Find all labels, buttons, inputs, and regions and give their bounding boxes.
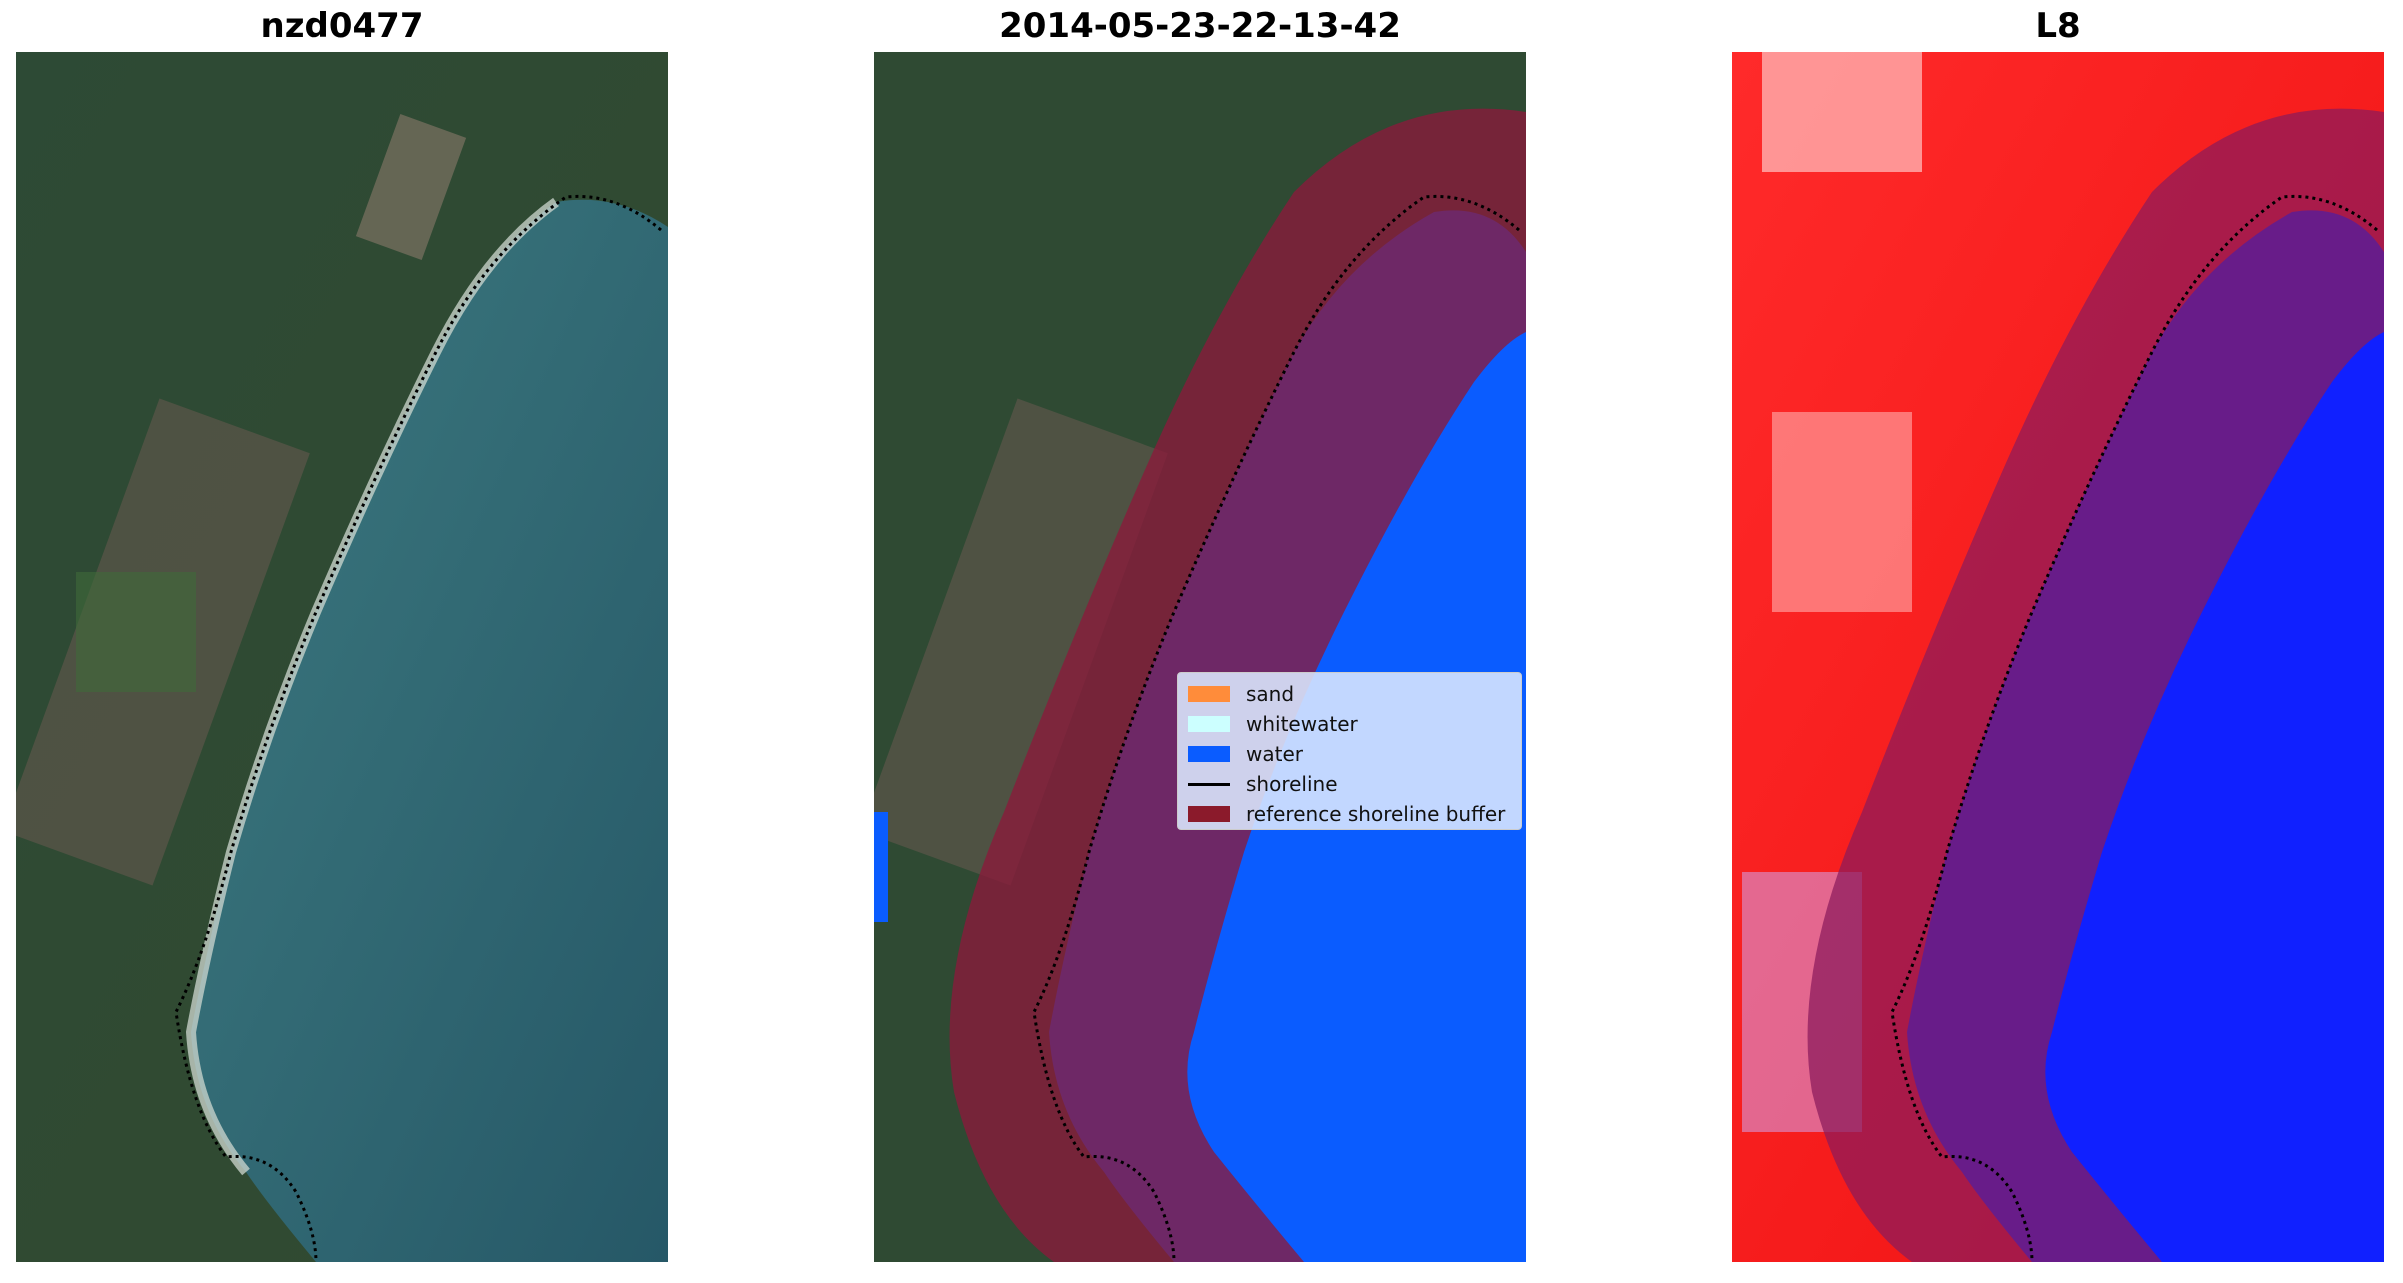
legend-swatch-buffer bbox=[1188, 806, 1230, 822]
legend-label-whitewater: whitewater bbox=[1246, 712, 1358, 736]
shoreline bbox=[1890, 194, 2378, 1262]
legend-label-water: water bbox=[1246, 742, 1303, 766]
panel-title-rgb: nzd0477 bbox=[260, 6, 424, 46]
panel-title-classified: 2014-05-23-22-13-42 bbox=[999, 6, 1401, 46]
beach-strip bbox=[185, 197, 559, 1176]
sea-area bbox=[191, 199, 668, 1262]
field-green-1 bbox=[76, 572, 196, 692]
index-image bbox=[1732, 52, 2384, 1262]
field-light-1 bbox=[874, 398, 1168, 886]
legend-item-shoreline: shoreline bbox=[1188, 769, 1511, 799]
legend-label-shoreline: shoreline bbox=[1246, 772, 1338, 796]
legend-swatch-sand bbox=[1188, 686, 1230, 702]
field-light-2 bbox=[355, 113, 467, 261]
land-index-light-1 bbox=[1762, 52, 1922, 172]
classified-image bbox=[874, 52, 1526, 1262]
rgb-image-panel bbox=[16, 52, 668, 1262]
legend-swatch-water bbox=[1188, 746, 1230, 762]
index-image-panel bbox=[1732, 52, 2384, 1262]
shoreline bbox=[174, 194, 662, 1262]
legend-swatch-shoreline bbox=[1188, 782, 1230, 786]
legend-item-water: water bbox=[1188, 739, 1511, 769]
legend-label-buffer: reference shoreline buffer bbox=[1246, 802, 1506, 826]
legend-item-sand: sand bbox=[1188, 679, 1511, 709]
rgb-image bbox=[16, 52, 668, 1262]
classified-image-panel bbox=[874, 52, 1526, 1262]
legend-swatch-whitewater bbox=[1188, 716, 1230, 732]
shoreline bbox=[1032, 194, 1520, 1262]
water-class-small bbox=[874, 812, 888, 922]
legend-label-sand: sand bbox=[1246, 682, 1295, 706]
land-index-light-2 bbox=[1772, 412, 1912, 612]
legend-item-whitewater: whitewater bbox=[1188, 709, 1511, 739]
reference-shoreline-buffer bbox=[1807, 108, 2384, 1262]
legend: sand whitewater water shoreline referenc… bbox=[1177, 672, 1522, 830]
panel-title-index: L8 bbox=[2035, 6, 2081, 46]
legend-item-buffer: reference shoreline buffer bbox=[1188, 799, 1511, 829]
